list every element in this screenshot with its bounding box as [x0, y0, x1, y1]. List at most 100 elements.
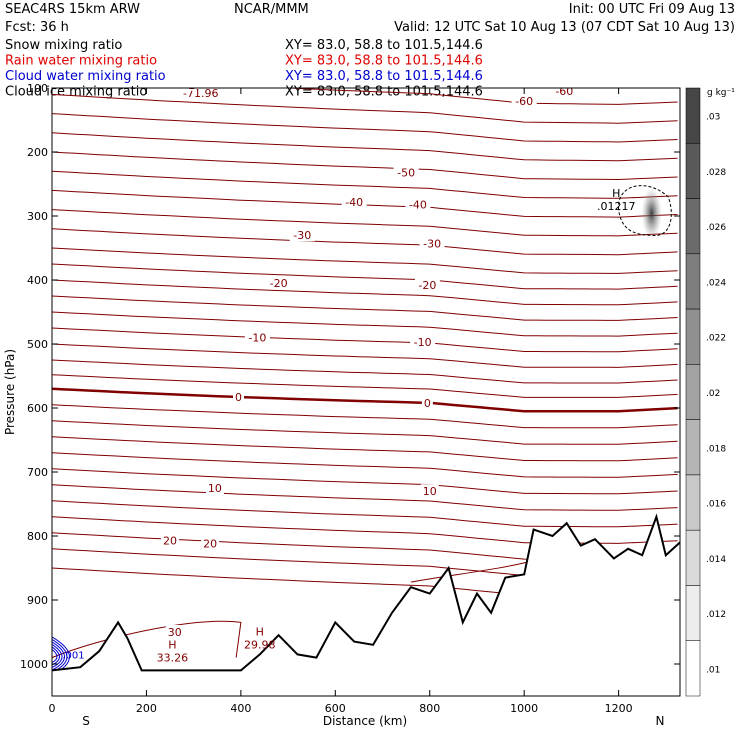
colorbar-tick-5: .02	[706, 389, 720, 399]
x-axis-label: Distance (km)	[323, 714, 407, 728]
isotherm-label-5: -40	[345, 196, 363, 209]
forecast-hour: Fcst: 36 h	[5, 20, 69, 35]
colorbar-cell-2	[685, 198, 701, 255]
colorbar-tick-10: .01	[706, 665, 720, 675]
x-tick-label-4: 800	[419, 702, 440, 715]
isotherm-label-bg-13	[233, 390, 245, 404]
colorbar-tick-9: .012	[706, 610, 726, 620]
isotherm-30-contour	[52, 620, 242, 659]
isotherm-label-bg-9	[266, 276, 292, 290]
x-tick-label-5: 1000	[510, 702, 538, 715]
isotherm-line-10	[52, 263, 678, 290]
isotherm-warm-contour	[410, 561, 530, 583]
isotherm-label-bg-6	[405, 197, 431, 211]
cloud-water-contour-3	[52, 641, 65, 671]
isotherm-line-22	[52, 468, 678, 495]
isotherm-line-5	[52, 170, 678, 199]
isotherm-label-1: L	[188, 79, 195, 92]
isotherm-line-1	[52, 93, 678, 124]
plot-frame	[51, 87, 681, 697]
cloud-water-contour-0	[52, 649, 58, 664]
isotherm-label-6: -40	[409, 198, 427, 211]
isotherm-label-3: -60	[555, 85, 573, 98]
y-tick-label-1: 200	[27, 146, 48, 159]
isotherm-label-bg-19	[165, 625, 184, 638]
isotherm-label-9: -20	[270, 277, 288, 290]
isotherm-line-11	[52, 279, 678, 306]
isotherm-line-7	[52, 209, 678, 237]
cloud-ice-shading	[641, 187, 662, 240]
isotherm-label-bg-7	[289, 228, 315, 242]
colorbar-tick-1: .028	[706, 168, 726, 178]
isotherm-line-2	[52, 113, 678, 143]
extremum-mark-1: H	[256, 626, 264, 639]
colorbar-tick-7: .016	[706, 500, 726, 510]
isotherm-label-bg-1	[185, 88, 197, 91]
isotherm-label-16: 10	[423, 485, 437, 498]
isotherm-label-0: -71.96	[183, 87, 218, 100]
isotherm-label-bg-3	[551, 88, 577, 98]
isotherm-line-9	[52, 247, 678, 274]
isotherm-label-bg-8	[419, 236, 445, 250]
isotherm-line-19	[52, 420, 678, 445]
valid-time: Valid: 12 UTC Sat 10 Aug 13 (07 CDT Sat …	[394, 20, 735, 35]
isotherm-line-4	[52, 151, 678, 181]
isotherm-line-17	[52, 374, 678, 398]
y-tick-label-7: 800	[27, 530, 48, 543]
y-tick-label-4: 500	[27, 338, 48, 351]
isotherm-line-13	[52, 311, 678, 337]
isotherm-label-15: 10	[208, 482, 222, 495]
colorbar-cell-6	[685, 419, 701, 476]
cloud-ice-contour	[618, 185, 672, 236]
x-tick-label-3: 600	[325, 702, 346, 715]
colorbar-cell-1	[685, 143, 701, 199]
field-xy-1: XY= 83.0, 58.8 to 101.5,144.6	[285, 54, 483, 69]
isotherm-label-bg-10	[414, 278, 440, 292]
isotherm-line-20	[52, 436, 678, 462]
isotherm-label-12: -10	[414, 336, 432, 349]
init-time: Init: 00 UTC Fri 09 Aug 13	[569, 2, 735, 17]
isotherm-line-18	[52, 404, 678, 429]
isotherm-line-8	[52, 228, 678, 256]
x-tick-label-6: 1200	[605, 702, 633, 715]
terrain-fill	[52, 516, 680, 696]
isotherm-label-bg-5	[341, 194, 367, 208]
extremum-mark-0: H	[168, 638, 176, 651]
isotherm-label-8: -30	[423, 238, 441, 251]
isotherm-label-17: 20	[163, 534, 177, 547]
isotherm-label-7: -30	[293, 229, 311, 242]
x-tick-label-1: 200	[136, 702, 157, 715]
isotherm-label-2: -60	[515, 95, 533, 108]
isotherm-label-bg-14	[421, 395, 433, 409]
y-tick-label-0: 100	[27, 82, 48, 95]
isotherm-line-12	[52, 295, 678, 321]
y-tick-label-3: 400	[27, 274, 48, 287]
colorbar-tick-6: .018	[706, 444, 726, 454]
center-title: NCAR/MMM	[234, 2, 309, 17]
isotherm-label-bg-11	[244, 330, 270, 344]
terrain-line	[52, 513, 680, 672]
field-xy-2: XY= 83.0, 58.8 to 101.5,144.6	[285, 69, 483, 84]
colorbar-cell-8	[685, 529, 701, 586]
colorbar-cell-3	[685, 253, 701, 310]
x-tick-label-2: 400	[230, 702, 251, 715]
isotherm-line-23	[52, 484, 678, 511]
isotherm-label-10: -20	[418, 279, 436, 292]
y-tick-label-2: 300	[27, 210, 48, 223]
colorbar-tick-0: .03	[706, 113, 720, 123]
isotherm-label-bg-15	[205, 481, 224, 494]
isotherm-line-3	[52, 132, 678, 162]
extremum-value-1: 29.98	[244, 639, 276, 652]
isotherm-label-bg-4	[393, 165, 419, 179]
colorbar-cell-10	[685, 640, 701, 697]
colorbar-cell-7	[685, 474, 701, 531]
y-tick-label-5: 600	[27, 402, 48, 415]
isotherm-line-21	[52, 452, 678, 478]
colorbar-cell-4	[685, 308, 701, 365]
isotherm-label-11: -10	[248, 332, 266, 345]
isotherm-label-19: 30	[168, 626, 182, 639]
isotherm-label-bg-2	[511, 93, 537, 107]
isotherm-label-bg-12	[410, 335, 436, 349]
colorbar-tick-4: .022	[706, 334, 726, 344]
x-tick-label-0: 0	[49, 702, 56, 715]
